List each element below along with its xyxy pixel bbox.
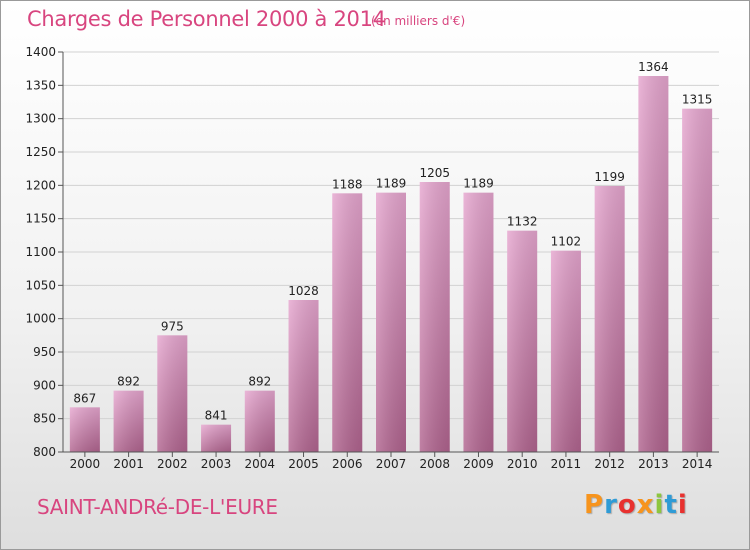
bar-value-label: 892 — [248, 375, 271, 389]
logo-letter: P — [584, 490, 605, 520]
x-tick-label: 2004 — [245, 457, 276, 471]
logo-letter: t — [664, 490, 678, 520]
proxiti-logo[interactable]: Proxiti — [584, 490, 688, 520]
y-tick-label: 1000 — [25, 312, 56, 326]
x-tick-label: 2003 — [201, 457, 232, 471]
y-tick-label: 1050 — [25, 278, 56, 292]
y-tick-label: 900 — [33, 378, 56, 392]
bar-value-label: 1189 — [463, 177, 494, 191]
bar-shade-2001 — [113, 390, 144, 452]
y-tick-label: 950 — [33, 345, 56, 359]
logo-letter: o — [617, 490, 637, 520]
bar-shade-2003 — [201, 424, 232, 452]
y-tick-label: 1350 — [25, 78, 56, 92]
y-tick-label: 1200 — [25, 178, 56, 192]
y-tick-label: 1400 — [25, 45, 56, 59]
logo-letter: i — [677, 490, 688, 520]
bars: 867 892 975 841 892 1028 1188 1189 1205 1189 1132 1… — [69, 60, 713, 453]
x-tick-label: 2013 — [638, 457, 669, 471]
bar-shade-2009 — [463, 192, 494, 452]
bar-value-label: 867 — [73, 391, 96, 405]
y-tick-label: 1300 — [25, 112, 56, 126]
bar-value-label: 1102 — [551, 235, 582, 249]
bar-shade-2002 — [157, 335, 188, 452]
x-tick-label: 2010 — [507, 457, 538, 471]
bar-value-label: 841 — [205, 409, 228, 423]
y-tick-label: 800 — [33, 445, 56, 459]
logo-letter: x — [636, 490, 655, 520]
x-tick-label: 2009 — [463, 457, 494, 471]
bar-shade-2006 — [332, 193, 363, 453]
x-tick-label: 2007 — [376, 457, 407, 471]
logo-letter: i — [654, 490, 665, 520]
bar-shade-2007 — [376, 192, 406, 452]
x-tick-label: 2012 — [594, 457, 625, 471]
chart-subtitle: (en milliers d'€) — [371, 14, 466, 28]
y-tick-label: 1250 — [25, 145, 56, 159]
bar-shade-2000 — [69, 407, 100, 452]
x-tick-label: 2008 — [419, 457, 450, 471]
bar-shade-2011 — [550, 250, 581, 452]
bar-value-label: 892 — [117, 375, 140, 389]
x-tick-label: 2001 — [113, 457, 144, 471]
bar-value-label: 1028 — [288, 284, 319, 298]
x-tick-label: 2014 — [682, 457, 713, 471]
chart-title: Charges de Personnel 2000 à 2014 — [27, 7, 386, 31]
bar-shade-2010 — [507, 230, 538, 452]
bar-shade-2012 — [594, 186, 625, 452]
axes: 800 850 900 950 1000 1050 1100 1150 1200 1250 1300… — [25, 45, 719, 471]
commune-name: SAINT-ANDRé-DE-L'EURE — [37, 495, 278, 519]
bar-value-label: 975 — [161, 319, 184, 333]
bar-shade-2013 — [638, 76, 669, 452]
bar-value-label: 1132 — [507, 215, 538, 229]
x-tick-label: 2002 — [157, 457, 188, 471]
bar-value-label: 1189 — [376, 177, 407, 191]
bar-value-label: 1199 — [594, 170, 625, 184]
bar-value-label: 1315 — [682, 93, 713, 107]
y-tick-label: 1150 — [25, 212, 56, 226]
bar-shade-2004 — [244, 390, 275, 452]
y-tick-label: 1100 — [25, 245, 56, 259]
bar-value-label: 1205 — [419, 166, 450, 180]
logo-letter: r — [604, 490, 618, 520]
bar-shade-2014 — [682, 108, 713, 453]
bar-value-label: 1364 — [638, 60, 669, 74]
bar-shade-2008 — [419, 182, 450, 452]
x-tick-label: 2000 — [70, 457, 101, 471]
x-tick-label: 2011 — [551, 457, 582, 471]
x-tick-label: 2006 — [332, 457, 363, 471]
y-tick-label: 850 — [33, 412, 56, 426]
bar-shade-2005 — [288, 300, 319, 452]
bar-value-label: 1188 — [332, 177, 363, 191]
x-tick-label: 2005 — [288, 457, 319, 471]
